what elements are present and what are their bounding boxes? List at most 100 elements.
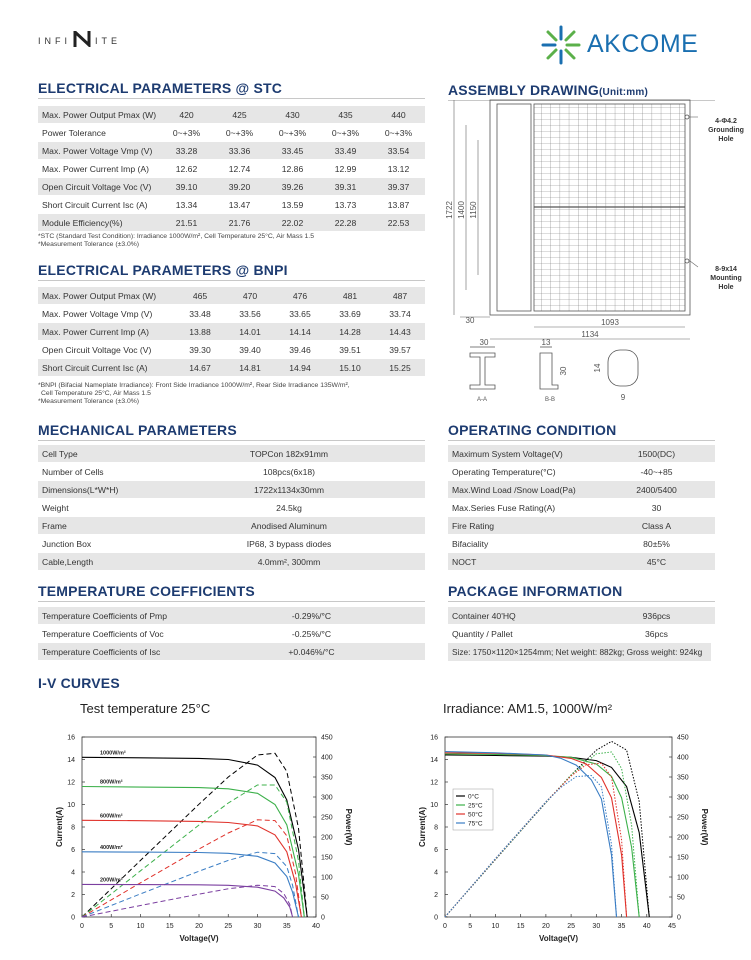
legend: 0°C25°C50°C75°C xyxy=(452,788,494,831)
panel xyxy=(489,99,691,316)
table-row: Power Tolerance 0~+3% 0~+3% 0~+3% 0~+3% 0~+3% xyxy=(38,123,425,142)
y-tick-label: 4 xyxy=(434,870,438,877)
label-cell: Temperature Coefficients of Voc xyxy=(38,624,198,643)
label-cell: Max. Power Current Imp (A) xyxy=(38,159,160,178)
y2-tick-label: 200 xyxy=(677,835,689,842)
section-heading: ASSEMBLY DRAWING(Unit:mm) xyxy=(448,82,715,101)
operating-table: Maximum System Voltage(V) 1500(DC) Operati… xyxy=(448,445,715,571)
x-tick-label: 5 xyxy=(468,923,472,930)
table-row: Max. Power Output Pmax (W) 420 425 430 435 44… xyxy=(38,106,425,124)
dimension-lines xyxy=(453,100,699,340)
value-cell: 425 xyxy=(213,106,266,124)
value-cell: -40~+85 xyxy=(598,462,715,481)
y-tick-label: 12 xyxy=(67,780,75,787)
current-curve xyxy=(444,754,650,918)
table-row: Bifaciality 80±5% xyxy=(448,534,715,553)
current-curve xyxy=(81,851,300,918)
label-cell: Short Circuit Current Isc (A) xyxy=(38,195,160,214)
y-axis-label: Current(A) xyxy=(55,807,64,847)
x-axis-label: Voltage(V) xyxy=(180,934,219,943)
table-row: Max. Power Current Imp (A) 12.62 12.74 12.8… xyxy=(38,159,425,178)
y2-axis-label: Power(W) xyxy=(344,809,353,846)
section-label: 9 xyxy=(621,393,626,402)
power-curve xyxy=(81,884,294,918)
logo-star xyxy=(541,25,581,65)
label-cell: Container 40'HQ xyxy=(448,607,598,625)
table-row: Cable,Length 4.0mm², 300mm xyxy=(38,552,425,571)
table-row: Max.Series Fuse Rating(A) 30 xyxy=(448,498,715,517)
value-cell: 0~+3% xyxy=(266,123,319,142)
label-cell: Max. Power Current Imp (A) xyxy=(38,322,175,341)
value-cell: 33.49 xyxy=(319,141,372,160)
value-cell: 13.73 xyxy=(319,195,372,214)
value-cell: 936pcs xyxy=(598,607,715,625)
value-cell: 13.34 xyxy=(160,195,213,214)
x-tick-label: 25 xyxy=(567,923,575,930)
y2-axis-label: Power(W) xyxy=(700,809,709,846)
label-cell: Temperature Coefficients of Pmp xyxy=(38,607,198,625)
dim-label: 1400 xyxy=(457,201,466,219)
value-cell: 33.65 xyxy=(275,304,325,323)
x-tick-label: 5 xyxy=(109,923,113,930)
label-cell: Dimensions(L*W*H) xyxy=(38,480,153,499)
table-row: Dimensions(L*W*H) 1722x1134x30mm xyxy=(38,480,425,499)
value-cell: 22.02 xyxy=(266,213,319,232)
value-cell: Class A xyxy=(598,516,715,535)
hole-label: 4-Φ4.2 xyxy=(715,118,737,125)
y-tick-label: 6 xyxy=(71,847,75,854)
y2-tick-label: 50 xyxy=(321,895,329,902)
label-cell: Max. Power Voltage Vmp (V) xyxy=(38,304,175,323)
value-cell: 14.81 xyxy=(225,358,275,377)
assembly-drawing: 1722 1400 1150 30 1093 1134 4-Φ4.2 Groun… xyxy=(445,99,744,403)
x-tick-label: 0 xyxy=(80,923,84,930)
hole-label: Grounding xyxy=(708,127,744,134)
label-cell: NOCT xyxy=(448,552,598,571)
value-cell: 14.01 xyxy=(225,322,275,341)
table-row: Number of Cells 108pcs(6x18) xyxy=(38,462,425,481)
value-cell: 21.76 xyxy=(213,213,266,232)
label-cell: Maximum System Voltage(V) xyxy=(448,445,598,463)
current-curve xyxy=(81,756,308,918)
value-cell: IP68, 3 bypass diodes xyxy=(153,534,425,553)
x-tick-label: 15 xyxy=(166,923,174,930)
x-tick-label: 45 xyxy=(668,923,676,930)
label-cell: Open Circuit Voltage Voc (V) xyxy=(38,177,160,196)
curve-label: 800W/m² xyxy=(100,779,123,786)
dim-label: 1722 xyxy=(445,201,454,219)
value-cell: 14.28 xyxy=(325,322,375,341)
value-cell: 33.54 xyxy=(372,141,425,160)
curve-label: 200W/m² xyxy=(100,876,123,883)
table-row: Open Circuit Voltage Voc (V) 39.30 39.40 39… xyxy=(38,340,425,359)
power-curve xyxy=(444,762,628,918)
y2-tick-label: 400 xyxy=(677,755,689,762)
hole-label: 8-9x14 xyxy=(715,266,737,273)
table-row: Short Circuit Current Isc (A) 14.67 14.81 1… xyxy=(38,358,425,377)
note: *Measurement Tolerance (±3.0%) xyxy=(38,398,140,405)
value-cell: 39.40 xyxy=(225,340,275,359)
y-tick-label: 10 xyxy=(430,802,438,809)
y2-tick-label: 400 xyxy=(321,755,333,762)
section-heading: ELECTRICAL PARAMETERS @ STC xyxy=(38,80,425,99)
value-cell: 12.62 xyxy=(160,159,213,178)
value-cell: TOPCon 182x91mm xyxy=(153,445,425,463)
value-cell: 22.28 xyxy=(319,213,372,232)
value-cell: 13.87 xyxy=(372,195,425,214)
value-cell: 12.86 xyxy=(266,159,319,178)
table-row: Frame Anodised Aluminum xyxy=(38,516,425,535)
section-heading: I-V CURVES xyxy=(38,675,120,691)
value-cell: 481 xyxy=(325,287,375,305)
label-cell: Max. Power Voltage Vmp (V) xyxy=(38,141,160,160)
stc-table: Max. Power Output Pmax (W) 420 425 430 435 44… xyxy=(38,106,425,232)
bnpi-table: Max. Power Output Pmax (W) 465 470 476 481 48… xyxy=(38,287,425,377)
x-tick-label: 20 xyxy=(195,923,203,930)
value-cell: 39.26 xyxy=(266,177,319,196)
table-row: Junction Box IP68, 3 bypass diodes xyxy=(38,534,425,553)
table-row: Maximum System Voltage(V) 1500(DC) xyxy=(448,445,715,463)
value-cell: 33.36 xyxy=(213,141,266,160)
section-heading: MECHANICAL PARAMETERS xyxy=(38,422,425,441)
value-cell: 108pcs(6x18) xyxy=(153,462,425,481)
x-tick-label: 40 xyxy=(312,923,320,930)
y2-tick-label: 250 xyxy=(321,815,333,822)
y2-tick-label: 50 xyxy=(677,895,685,902)
